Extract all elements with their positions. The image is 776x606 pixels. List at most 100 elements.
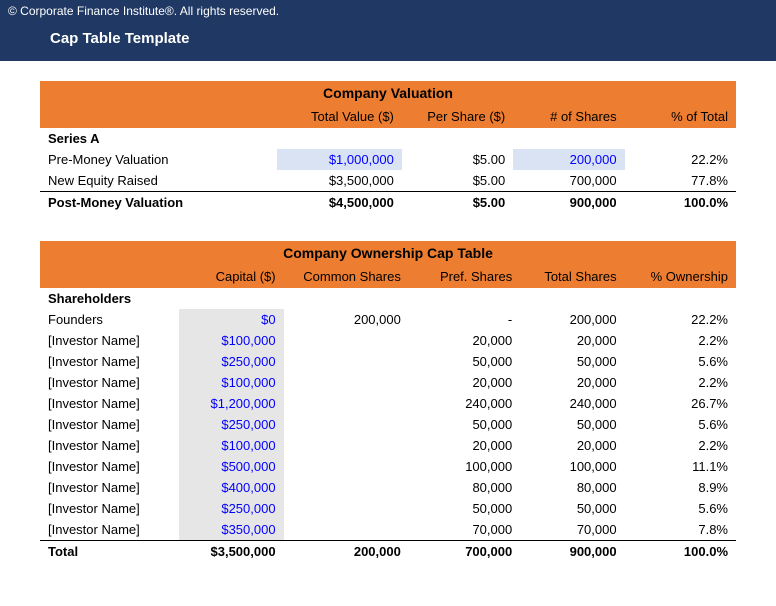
cell: $100,000 (179, 372, 283, 393)
group-label: Series A (40, 128, 736, 149)
cell: [Investor Name] (40, 456, 179, 477)
cell: 5.6% (625, 498, 736, 519)
cell: 20,000 (520, 435, 624, 456)
cell: 5.6% (625, 351, 736, 372)
column-header: Total Shares (520, 265, 624, 288)
cell: 70,000 (409, 519, 520, 541)
ownership-row: Founders$0200,000-200,00022.2% (40, 309, 736, 330)
ownership-row: [Investor Name]$500,000100,000100,00011.… (40, 456, 736, 477)
cell: [Investor Name] (40, 372, 179, 393)
cell (284, 435, 409, 456)
cell: 20,000 (520, 330, 624, 351)
cell: $250,000 (179, 351, 283, 372)
ownership-row: [Investor Name]$400,00080,00080,0008.9% (40, 477, 736, 498)
cell: $250,000 (179, 414, 283, 435)
cell: [Investor Name] (40, 351, 179, 372)
cell: 900,000 (513, 192, 624, 214)
ownership-row: [Investor Name]$100,00020,00020,0002.2% (40, 435, 736, 456)
valuation-column-headers: Total Value ($)Per Share ($)# of Shares%… (40, 105, 736, 128)
cell: $250,000 (179, 498, 283, 519)
column-header (40, 265, 179, 288)
cell: 20,000 (409, 435, 520, 456)
cell (284, 330, 409, 351)
cell: [Investor Name] (40, 330, 179, 351)
ownership-row: [Investor Name]$1,200,000240,000240,0002… (40, 393, 736, 414)
cell: 100,000 (409, 456, 520, 477)
cell: 70,000 (520, 519, 624, 541)
cell: $5.00 (402, 192, 513, 214)
cell: 26.7% (625, 393, 736, 414)
content-area: Company Valuation Total Value ($)Per Sha… (0, 61, 776, 582)
cell: 200,000 (520, 309, 624, 330)
cell: 50,000 (520, 351, 624, 372)
cell: 22.2% (625, 149, 736, 170)
cell: $100,000 (179, 435, 283, 456)
copyright-bar: © Corporate Finance Institute®. All righ… (0, 0, 776, 22)
cell: 7.8% (625, 519, 736, 541)
cell: [Investor Name] (40, 519, 179, 541)
cell: Post-Money Valuation (40, 192, 277, 214)
column-header: Capital ($) (179, 265, 283, 288)
cell: 50,000 (409, 498, 520, 519)
cell: 80,000 (409, 477, 520, 498)
cell: [Investor Name] (40, 393, 179, 414)
cell (284, 498, 409, 519)
cell: 900,000 (520, 541, 624, 563)
cell: $100,000 (179, 330, 283, 351)
column-header: Total Value ($) (277, 105, 402, 128)
cell: 200,000 (284, 309, 409, 330)
cell: $4,500,000 (277, 192, 402, 214)
cell: 22.2% (625, 309, 736, 330)
cell: $5.00 (402, 149, 513, 170)
ownership-row: [Investor Name]$100,00020,00020,0002.2% (40, 372, 736, 393)
cell (284, 456, 409, 477)
column-header: Common Shares (284, 265, 409, 288)
cell: 11.1% (625, 456, 736, 477)
cell: 100.0% (625, 192, 736, 214)
cell: 700,000 (513, 170, 624, 192)
cell: $3,500,000 (277, 170, 402, 192)
cell (284, 372, 409, 393)
cell: 77.8% (625, 170, 736, 192)
ownership-section-header: Company Ownership Cap Table (40, 241, 736, 265)
column-header: Pref. Shares (409, 265, 520, 288)
ownership-column-headers: Capital ($)Common SharesPref. SharesTota… (40, 265, 736, 288)
ownership-total-row: Total$3,500,000200,000700,000900,000100.… (40, 541, 736, 563)
ownership-row: [Investor Name]$350,00070,00070,0007.8% (40, 519, 736, 541)
ownership-table: ShareholdersFounders$0200,000-200,00022.… (40, 288, 736, 562)
column-header: % Ownership (625, 265, 736, 288)
cell: $3,500,000 (179, 541, 283, 563)
cell: Pre-Money Valuation (40, 149, 277, 170)
column-header: Per Share ($) (402, 105, 513, 128)
cell (284, 393, 409, 414)
ownership-row: [Investor Name]$250,00050,00050,0005.6% (40, 498, 736, 519)
page-title: Cap Table Template (0, 22, 776, 61)
cell: 50,000 (409, 351, 520, 372)
cell: [Investor Name] (40, 414, 179, 435)
cell: - (409, 309, 520, 330)
cell (284, 351, 409, 372)
cell (284, 519, 409, 541)
cell: 2.2% (625, 330, 736, 351)
cell: 8.9% (625, 477, 736, 498)
cell: 20,000 (520, 372, 624, 393)
cell: 20,000 (409, 330, 520, 351)
cell: [Investor Name] (40, 498, 179, 519)
cell: 200,000 (513, 149, 624, 170)
cell: $1,000,000 (277, 149, 402, 170)
cell: Founders (40, 309, 179, 330)
column-header (40, 105, 277, 128)
cell: Total (40, 541, 179, 563)
cell: 240,000 (520, 393, 624, 414)
cell: 700,000 (409, 541, 520, 563)
valuation-total-row: Post-Money Valuation$4,500,000$5.00900,0… (40, 192, 736, 214)
cell: 50,000 (520, 498, 624, 519)
cell: 240,000 (409, 393, 520, 414)
ownership-row: [Investor Name]$100,00020,00020,0002.2% (40, 330, 736, 351)
cell: 50,000 (409, 414, 520, 435)
cell: $0 (179, 309, 283, 330)
cell: 100.0% (625, 541, 736, 563)
valuation-section-header: Company Valuation (40, 81, 736, 105)
cell: 100,000 (520, 456, 624, 477)
cell: $500,000 (179, 456, 283, 477)
